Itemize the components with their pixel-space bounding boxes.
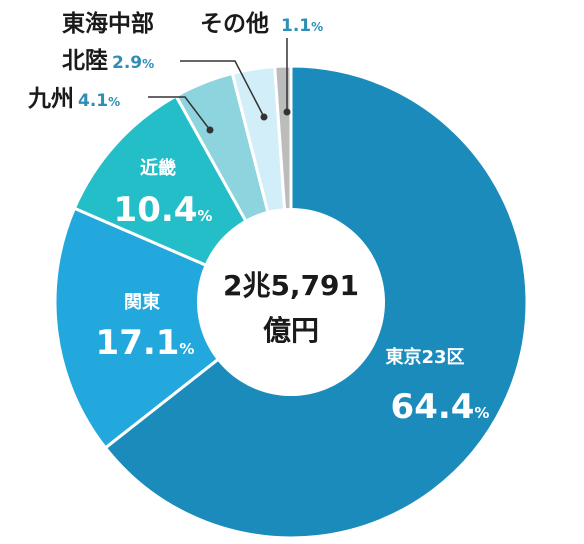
- leader-dot-other: [283, 108, 291, 116]
- percent-unit: %: [311, 20, 323, 34]
- slice-value-tokyo23: 64.4%: [391, 387, 490, 427]
- slice-value-6: 1.1: [281, 16, 311, 36]
- slice-label-hokuriku: 北陸 2.9%: [62, 48, 154, 74]
- slice-value-4: 2.9: [112, 53, 142, 73]
- leader-dot-hokuriku: [260, 113, 268, 121]
- percent-unit: %: [474, 404, 489, 422]
- leader-dot-kyushu: [206, 126, 214, 134]
- slice-value-kanto: 17.1%: [96, 323, 195, 363]
- center-unit-label: 億円: [263, 314, 319, 347]
- percent-unit: %: [142, 57, 154, 71]
- slice-value-kinki: 10.4%: [114, 190, 213, 230]
- slice-label-other: その他 1.1%: [200, 11, 323, 37]
- slice-label-kyushu: 九州 4.1%: [27, 86, 120, 112]
- slice-label-kanto: 関東: [124, 291, 160, 313]
- slice-label-kinki: 近畿: [140, 157, 176, 179]
- leader-line-kyushu: [148, 96, 211, 131]
- slice-value-3: 4.1: [78, 91, 108, 111]
- pie-slice-1: [53, 206, 293, 450]
- slice-label-tokai-chubu: 東海中部: [62, 10, 154, 37]
- leader-line-hokuriku: [180, 60, 265, 118]
- center-total-label: 2兆5,791: [223, 269, 359, 302]
- slice-label-tokyo23: 東京23区: [385, 346, 464, 368]
- percent-unit: %: [108, 95, 120, 109]
- slice-value-0: 64.4: [391, 387, 475, 427]
- donut-hole: [197, 208, 385, 396]
- percent-unit: %: [179, 340, 194, 358]
- percent-unit: %: [197, 207, 212, 225]
- slice-value-1: 17.1: [96, 323, 180, 363]
- slice-value-2: 10.4: [114, 190, 198, 230]
